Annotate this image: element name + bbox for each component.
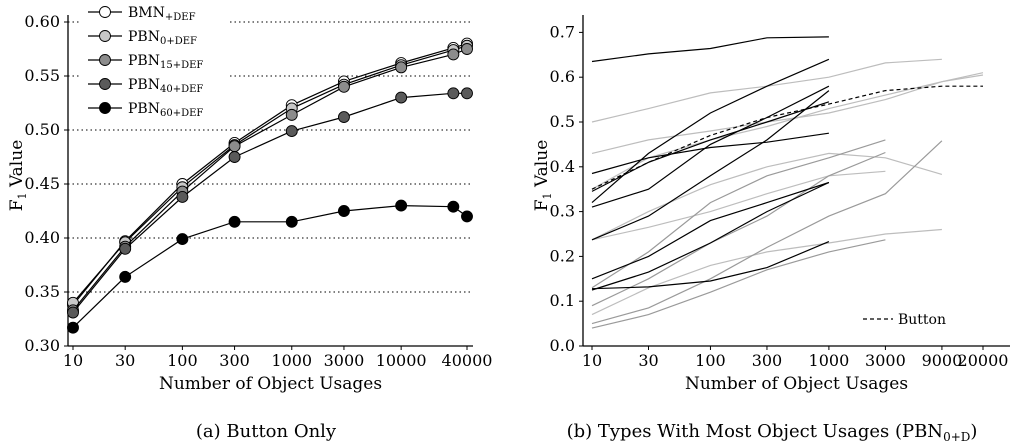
data-point — [461, 43, 473, 55]
y-tick-label: 0.55 — [24, 66, 60, 85]
type-line-6 — [591, 181, 830, 280]
caption-b: (b) Types With Most Object Usages (PBN0+… — [567, 421, 978, 444]
data-point — [285, 215, 298, 228]
data-point — [395, 61, 408, 74]
y-tick-label: 0.40 — [24, 228, 60, 247]
type-line-14 — [591, 228, 942, 316]
type-line-13 — [591, 170, 886, 241]
type-line-8 — [591, 241, 830, 290]
data-point — [447, 200, 460, 213]
legend-marker — [99, 54, 111, 66]
y-axis-label: F1 Value — [532, 140, 554, 212]
legend-marker — [99, 78, 111, 90]
data-point — [338, 205, 350, 217]
x-axis-label: Number of Object Usages — [159, 374, 382, 394]
type-line-7 — [591, 181, 830, 291]
legend-label: PBN40+DEF — [128, 77, 203, 95]
x-tick-label: 40000 — [442, 351, 493, 370]
data-point — [285, 108, 298, 121]
y-tick-label: 0.3 — [550, 202, 575, 221]
legend-marker — [99, 102, 111, 114]
data-point — [119, 270, 132, 283]
y-tick-label: 0.60 — [24, 12, 60, 31]
type-line-16 — [591, 151, 886, 307]
type-line-10 — [591, 72, 984, 190]
x-tick-label: 20000 — [958, 351, 1009, 370]
data-point — [228, 151, 241, 163]
series-line-4 — [72, 204, 468, 329]
x-tick-label: 10 — [63, 351, 83, 370]
type-line-17 — [591, 140, 943, 325]
y-tick-label: 0.1 — [550, 291, 575, 310]
y-tick-label: 0.4 — [550, 157, 575, 176]
data-point — [67, 306, 79, 319]
button-line — [591, 85, 983, 190]
x-tick-label: 30 — [115, 351, 135, 370]
type-line-5 — [591, 90, 830, 241]
y-tick-label: 0.7 — [550, 22, 575, 41]
legend-marker — [99, 6, 111, 18]
y-tick-label: 0.50 — [24, 120, 60, 139]
data-point — [176, 191, 189, 203]
y-tick-label: 0.30 — [24, 336, 60, 355]
data-point — [338, 80, 350, 93]
x-tick-label: 9000 — [922, 351, 963, 370]
data-point — [176, 233, 189, 246]
x-tick-label: 3000 — [324, 351, 365, 370]
data-point — [447, 87, 460, 100]
data-point — [67, 321, 79, 334]
data-point — [447, 48, 460, 61]
x-tick-label: 100 — [695, 351, 726, 370]
x-tick-label: 300 — [219, 351, 250, 370]
data-point — [338, 111, 350, 123]
legend-marker — [99, 30, 111, 42]
legend-label: BMN+DEF — [128, 5, 196, 23]
type-line-18 — [591, 239, 886, 329]
x-tick-label: 3000 — [865, 351, 906, 370]
data-point — [285, 125, 298, 138]
legend-label: PBN15+DEF — [128, 53, 203, 71]
y-tick-label: 0.0 — [550, 336, 575, 355]
type-line-15 — [591, 139, 886, 289]
chart-b-types-most-usages: 0.0 0.1 0.2 0.3 0.4 0.5 0.6 0.7 10 30 100 300 1000 30… — [532, 15, 1010, 444]
type-line-0 — [591, 36, 829, 63]
data-point — [395, 91, 408, 104]
y-tick-label: 0.35 — [24, 282, 60, 301]
x-axis-label: Number of Object Usages — [685, 374, 908, 394]
type-line-9 — [591, 58, 942, 123]
caption-a: (a) Button Only — [196, 421, 337, 442]
y-axis-label: F1 Value — [7, 140, 29, 212]
type-line-1 — [591, 132, 829, 175]
y-tick-label: 0.2 — [550, 246, 575, 265]
x-tick-label: 30 — [638, 351, 658, 370]
y-tick-label: 0.45 — [24, 174, 60, 193]
x-tick-label: 300 — [752, 351, 783, 370]
y-tick-label: 0.5 — [550, 112, 575, 131]
x-tick-label: 10 — [582, 351, 602, 370]
chart-a-button-only: 0.30 0.35 0.40 0.45 0.50 0.55 0.60 10 30 100 300 10… — [7, 2, 492, 442]
type-line-3 — [591, 58, 830, 204]
legend-label: PBN0+DEF — [128, 29, 197, 47]
x-tick-label: 1000 — [271, 351, 312, 370]
type-line-12 — [591, 152, 943, 241]
data-point — [395, 199, 408, 212]
type-line-2 — [591, 101, 830, 192]
legend-label: Button — [898, 312, 946, 328]
data-point — [461, 210, 473, 223]
type-line-4 — [591, 85, 830, 208]
y-tick-label: 0.6 — [550, 67, 575, 86]
legend-label: PBN60+DEF — [128, 101, 203, 119]
data-point — [119, 242, 132, 255]
x-tick-label: 1000 — [809, 351, 850, 370]
data-point — [461, 87, 473, 100]
x-tick-label: 100 — [167, 351, 198, 370]
data-point — [228, 140, 241, 153]
data-point — [228, 215, 241, 228]
x-tick-label: 10000 — [376, 351, 427, 370]
type-line-11 — [591, 74, 984, 154]
